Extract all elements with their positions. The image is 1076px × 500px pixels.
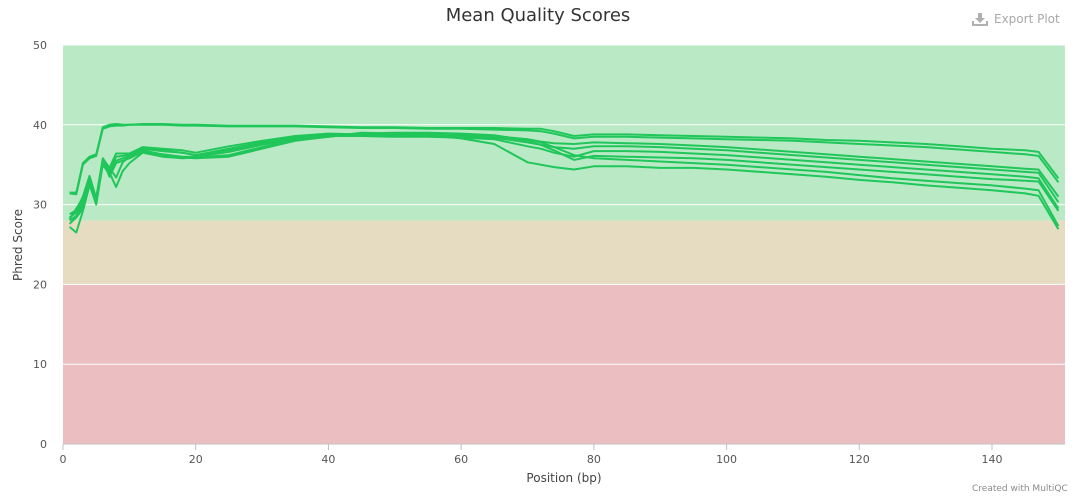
x-tick-label: 0 <box>60 453 67 466</box>
series-line-7 <box>68 131 1060 227</box>
x-tick-label: 80 <box>587 453 601 466</box>
export-plot-label: Export Plot <box>994 12 1060 26</box>
x-tick-label: 40 <box>321 453 335 466</box>
x-tick-label: 60 <box>454 453 468 466</box>
y-axis-label: Phred Score <box>11 209 25 281</box>
gridlines <box>63 44 1065 365</box>
x-tick-label: 140 <box>982 453 1003 466</box>
series-line-2 <box>69 123 1060 196</box>
y-tick-label: 20 <box>33 278 47 291</box>
x-axis-label: Position (bp) <box>526 471 601 485</box>
quality-bands <box>63 45 1065 444</box>
x-tick-label: 20 <box>189 453 203 466</box>
y-tick-label: 30 <box>33 199 47 212</box>
y-tick-label: 40 <box>33 119 47 132</box>
y-tick-label: 50 <box>33 39 47 52</box>
chart-title: Mean Quality Scores <box>445 5 631 26</box>
export-plot-button[interactable]: Export Plot <box>972 12 1060 26</box>
band-warn <box>63 220 1065 285</box>
x-tick-label: 100 <box>716 453 737 466</box>
y-tick-label: 0 <box>40 438 47 451</box>
series-line-8 <box>68 133 1060 234</box>
series-lines <box>68 123 1060 234</box>
y-tick-label: 10 <box>33 358 47 371</box>
download-icon <box>972 12 988 26</box>
axes: 0 10 20 30 40 50 0 20 40 60 80 100 120 140 <box>33 39 1065 466</box>
x-tick-label: 120 <box>849 453 870 466</box>
series-line-6 <box>68 131 1060 220</box>
credit-text: Created with MultiQC <box>972 484 1068 494</box>
